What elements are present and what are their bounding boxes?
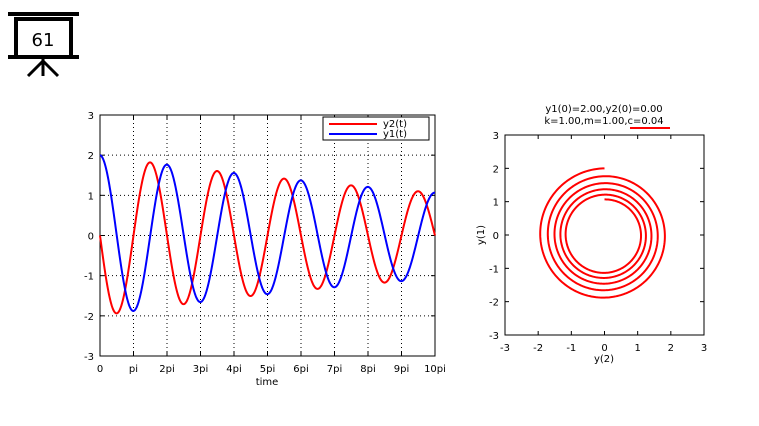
axis-ticks: -3 -2 -1 0 1 2 3 -3 -2 -1 0 1 2 3 — [489, 131, 707, 354]
x-tick-label: 1 — [634, 343, 640, 354]
legend-label-y2: y2(t) — [383, 119, 407, 130]
axis-ticks: 0 pi 2pi 3pi 4pi 5pi 6pi 7pi 8pi 9pi 10pi -3 -2 -1 0 1 2… — [84, 111, 446, 375]
y-tick-label: 1 — [493, 198, 499, 209]
y-axis-label: y(1) — [476, 225, 487, 245]
y-tick-label: 3 — [88, 111, 94, 122]
y-tick-label: -1 — [489, 264, 499, 275]
series-line-y1t — [99, 154, 435, 312]
x-tick-label: 0 — [97, 364, 103, 375]
x-tick-label: -3 — [500, 343, 510, 354]
x-tick-label: 9pi — [394, 364, 410, 375]
x-tick-label: 3 — [701, 343, 707, 354]
y-tick-label: -2 — [489, 298, 499, 309]
slide-icon-leg-right — [41, 59, 60, 78]
x-axis-label: y(2) — [594, 354, 614, 365]
x-tick-label: pi — [129, 364, 138, 375]
slide-number: 61 — [32, 30, 55, 51]
series-group — [99, 154, 436, 315]
x-tick-label: 2pi — [159, 364, 175, 375]
phase-spiral-line — [539, 167, 666, 299]
x-tick-label: -1 — [566, 343, 576, 354]
slide-icon-leg-left — [26, 59, 45, 78]
slide-number-icon: 61 — [8, 12, 79, 78]
series-group — [539, 167, 666, 299]
x-tick-label: 8pi — [360, 364, 376, 375]
x-tick-label: -2 — [533, 343, 543, 354]
plot-frame — [504, 134, 705, 336]
y-tick-label: -2 — [84, 312, 94, 323]
x-tick-label: 7pi — [327, 364, 343, 375]
x-tick-label: 5pi — [260, 364, 276, 375]
y-tick-label: 3 — [493, 131, 499, 142]
y-tick-label: -3 — [84, 352, 94, 363]
y-tick-label: -1 — [84, 272, 94, 283]
y-tick-label: 0 — [493, 231, 499, 242]
x-tick-label: 0 — [601, 343, 607, 354]
chart-subtitle: k=1.00,m=1.00,c=0.04 — [544, 116, 663, 127]
x-axis-label: time — [256, 377, 279, 388]
y-tick-label: -3 — [489, 331, 499, 342]
legend: y2(t) y1(t) — [322, 116, 430, 141]
x-tick-label: 2 — [668, 343, 674, 354]
y-tick-label: 0 — [88, 232, 94, 243]
x-tick-label: 10pi — [424, 364, 446, 375]
x-tick-label: 4pi — [226, 364, 242, 375]
y-tick-label: 2 — [493, 164, 499, 175]
y-tick-label: 1 — [88, 191, 94, 202]
chart-title: y1(0)=2.00,y2(0)=0.00 — [545, 104, 662, 115]
legend-label-y1: y1(t) — [383, 129, 407, 140]
x-tick-label: 3pi — [193, 364, 209, 375]
y-tick-label: 2 — [88, 151, 94, 162]
x-tick-label: 6pi — [293, 364, 309, 375]
series-line-y2t — [99, 161, 436, 315]
